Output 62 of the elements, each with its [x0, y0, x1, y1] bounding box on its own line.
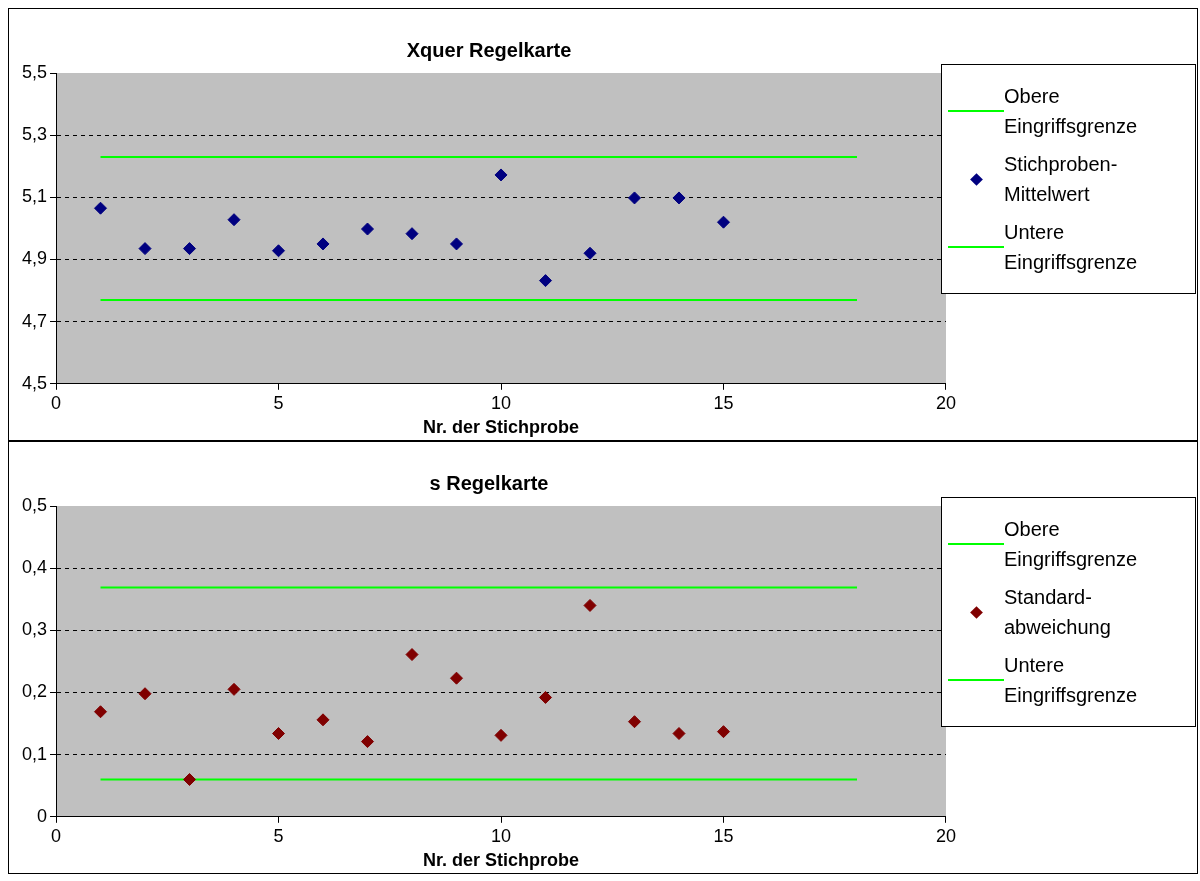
x-tick-label: 15 [713, 392, 734, 413]
x-tick-label: 5 [273, 392, 284, 413]
legend-label: Obere Eingriffsgrenze [1004, 517, 1139, 572]
legend-label: Untere Eingriffsgrenze [1004, 220, 1139, 275]
y-tick-label: 5,3 [21, 124, 48, 145]
point [183, 773, 197, 786]
y-tick-label: 5,5 [21, 61, 48, 82]
point [227, 682, 241, 696]
y-tick-label: 0,3 [21, 619, 48, 640]
y-tick-label: 5,1 [21, 186, 48, 207]
x-tick-label: 20 [935, 825, 956, 846]
point [494, 728, 508, 742]
point [450, 671, 464, 685]
point [138, 242, 152, 256]
x-tick-label: 0 [51, 825, 62, 846]
point [583, 598, 597, 612]
chart-title: s Regelkarte [429, 471, 549, 494]
point [94, 705, 108, 719]
point [539, 690, 552, 704]
point [227, 213, 241, 227]
y-tick-label: 0,2 [21, 681, 48, 702]
y-tick-label: 0,4 [21, 557, 48, 578]
point [272, 244, 286, 258]
x-tick-label: 15 [713, 825, 734, 846]
y-tick-label: 4,9 [21, 248, 48, 269]
x-axis-title: Nr. der Stichprobe [422, 850, 580, 871]
point [628, 715, 641, 729]
point [405, 227, 419, 241]
point [316, 713, 330, 727]
chart-title: Xquer Regelkarte [406, 38, 572, 61]
point [316, 237, 330, 251]
point [272, 727, 286, 741]
point [361, 222, 375, 236]
point [405, 648, 419, 662]
y-tick-label: 0,5 [21, 494, 48, 515]
point [361, 735, 375, 749]
x-tick-label: 20 [935, 392, 956, 413]
point [94, 201, 108, 215]
point [583, 246, 597, 260]
legend-label: Obere Eingriffsgrenze [1004, 84, 1139, 139]
y-tick-label: 4,7 [21, 310, 48, 331]
point [539, 274, 552, 288]
point [450, 237, 464, 251]
x-tick-label: 10 [490, 825, 512, 846]
y-tick-label: 0,1 [21, 743, 48, 764]
x-tick-label: 0 [51, 392, 62, 413]
y-tick-label: 0 [37, 805, 48, 826]
point [717, 215, 730, 229]
x-tick-label: 10 [490, 392, 512, 413]
legend-label: Stichproben-Mittelwert [1004, 152, 1119, 207]
x-tick-label: 5 [273, 825, 284, 846]
legend-label: Standard-abweichung [1004, 585, 1112, 640]
point [494, 168, 508, 182]
x-axis-title: Nr. der Stichprobe [422, 417, 580, 438]
point [672, 191, 686, 205]
point [717, 725, 730, 739]
point [138, 687, 152, 701]
point [183, 242, 197, 256]
point [628, 191, 641, 205]
y-tick-label: 4,5 [21, 372, 48, 393]
point [672, 727, 686, 741]
legend-label: Untere Eingriffsgrenze [1004, 653, 1139, 708]
